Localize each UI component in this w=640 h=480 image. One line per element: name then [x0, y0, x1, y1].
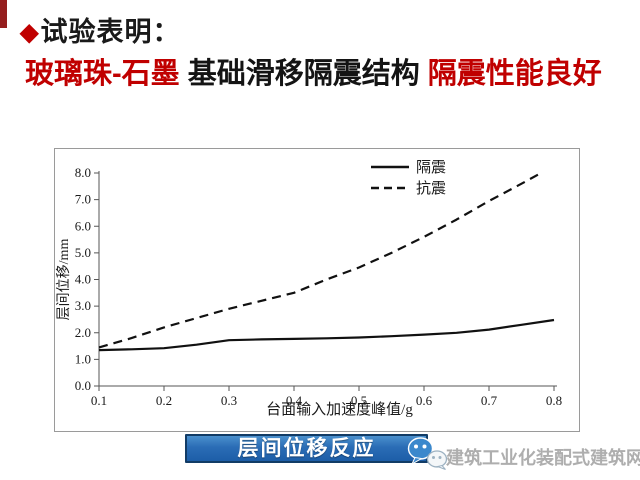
corner-accent-strip: [0, 0, 7, 28]
subtitle-segment-structure: 基础滑移隔震结构: [179, 58, 428, 90]
y-tick-label: 4.0: [75, 272, 91, 287]
legend-label: 抗震: [416, 180, 446, 197]
wechat-icon: [407, 437, 448, 470]
caption-banner: 层间位移反应: [185, 434, 428, 463]
y-tick-label: 7.0: [75, 192, 91, 207]
chart-svg: 0.1 0.2 0.3 0.4 0.5 0.6 0.7 0.8 0.0 1.0 2.0 3.0 4.0 5…: [56, 159, 562, 418]
watermark-text: 建筑工业化装配式建筑网: [446, 448, 640, 468]
x-tick-label: 0.7: [481, 393, 498, 408]
legend-label: 隔震: [416, 159, 446, 176]
y-tick-label: 2.0: [75, 325, 91, 340]
x-tick-label: 0.8: [546, 393, 562, 408]
y-tick-label: 6.0: [75, 218, 91, 233]
x-axis-title: 台面输入加速度峰值/g: [266, 401, 413, 418]
y-tick-label: 5.0: [75, 245, 91, 260]
subtitle-segment-performance: 隔震性能良好: [427, 58, 602, 90]
caption-banner-label: 层间位移反应: [237, 437, 376, 460]
slide-subtitle: 玻璃珠-石墨 基础滑移隔震结构 隔震性能良好: [25, 56, 602, 92]
x-tick-label: 0.5: [351, 393, 367, 408]
x-tick-label: 0.2: [156, 393, 172, 408]
slide-title-row: ◆ 试验表明：: [20, 17, 181, 48]
y-axis-title: 层间位移/mm: [56, 239, 72, 321]
x-tick-label: 0.6: [416, 393, 433, 408]
diamond-bullet-icon: ◆: [20, 18, 39, 46]
x-tick-label: 0.3: [221, 393, 237, 408]
y-tick-label: 8.0: [75, 165, 91, 180]
slide-title: 试验表明：: [40, 17, 181, 47]
subtitle-segment-material: 玻璃珠-石墨: [25, 58, 180, 90]
series-line-dashed: [98, 172, 542, 349]
y-tick-label: 1.0: [75, 351, 91, 366]
y-tick-label: 3.0: [75, 298, 91, 313]
chart-panel: 0.1 0.2 0.3 0.4 0.5 0.6 0.7 0.8 0.0 1.0 2.0 3.0 4.0 5…: [54, 148, 580, 432]
y-tick-label: 0.0: [75, 378, 91, 393]
series-line-solid: [98, 318, 555, 352]
x-tick-label: 0.4: [286, 393, 303, 408]
x-tick-label: 0.1: [91, 393, 107, 408]
